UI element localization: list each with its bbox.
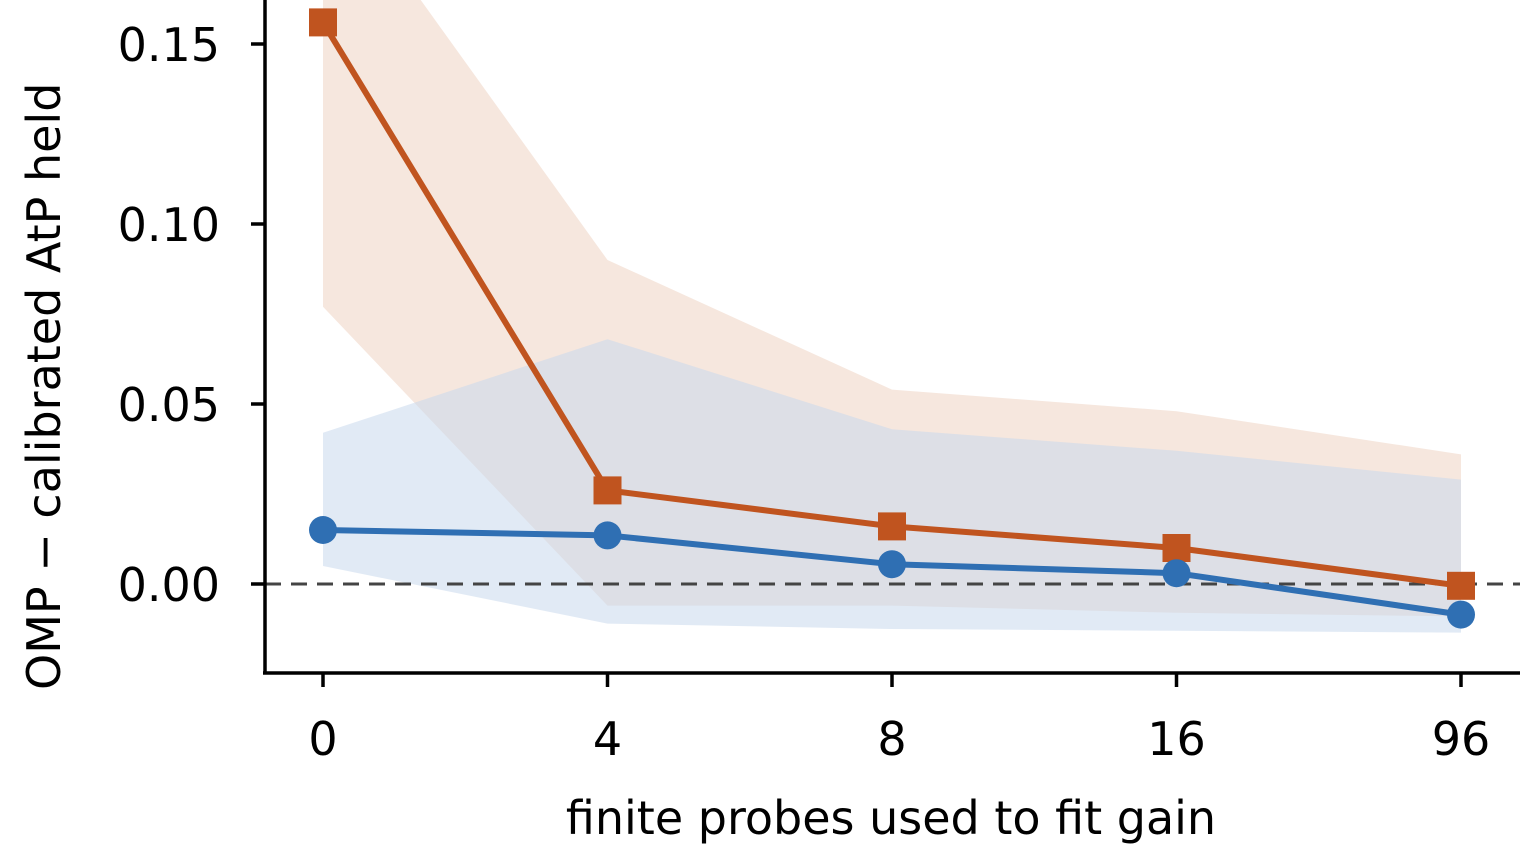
x-tick-label: 0 [308, 712, 337, 766]
series-1-point-0 [309, 8, 337, 37]
series-markers [309, 8, 1475, 629]
y-tick-label: 0.05 [118, 378, 220, 432]
series-2-point-8 [878, 550, 906, 579]
x-tick-label: 96 [1432, 712, 1491, 766]
series-2-point-4 [593, 521, 622, 550]
y-tick-label: 0.15 [118, 18, 220, 72]
series-1-point-96 [1447, 571, 1475, 600]
x-axis-title: finite probes used to fit gain [566, 791, 1216, 845]
y-tick-label: 0.00 [118, 558, 220, 612]
x-tick-label: 16 [1147, 712, 1206, 766]
series-1-point-16 [1162, 534, 1191, 562]
y-tick-label: 0.10 [118, 198, 220, 252]
series-1-point-4 [593, 476, 622, 505]
series-2-point-16 [1162, 559, 1191, 588]
y-axis-title: OMP − calibrated AtP held [17, 83, 71, 690]
series-2-point-0 [309, 516, 337, 544]
x-tick-label: 8 [877, 712, 906, 766]
x-axis-ticks: 0 4 8 16 96 [308, 673, 1490, 766]
series-2-point-96 [1447, 600, 1475, 629]
y-axis-ticks: 0.00 0.05 0.10 0.15 [118, 18, 265, 612]
x-tick-label: 4 [593, 712, 622, 766]
series-1-point-8 [878, 512, 906, 541]
